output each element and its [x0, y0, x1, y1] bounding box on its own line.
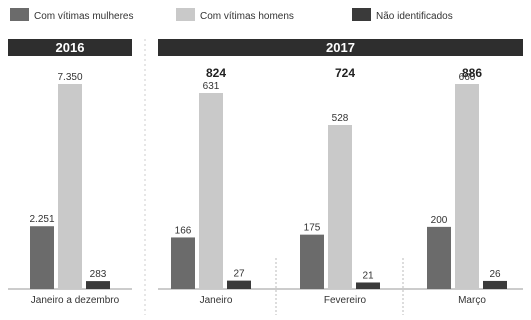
legend-label: Com vítimas homens: [200, 11, 294, 22]
bar: [86, 281, 110, 289]
group-total: 724: [335, 66, 355, 80]
legend-swatch: [176, 8, 195, 21]
bar: [356, 282, 380, 289]
legend-label: Não identificados: [376, 11, 453, 22]
data-label: 7.350: [57, 72, 82, 83]
bar: [199, 93, 223, 290]
legend-swatch: [352, 8, 371, 21]
bar-group: 724 175 528 21 Fevereiro: [300, 66, 380, 306]
chart-panels: 2016 2.251 7.350 283 Janeiro a dezembro 2017 8…: [8, 39, 523, 315]
data-label: 631: [203, 81, 220, 92]
data-label: 166: [175, 225, 192, 236]
bar: [427, 226, 451, 289]
data-label: 528: [332, 113, 349, 124]
bar-group: 886 200 660 26 Março: [427, 66, 507, 306]
bar: [300, 234, 324, 289]
bar: [171, 237, 195, 289]
legend: Com vítimas mulheres Com vítimas homens Nã…: [10, 8, 453, 22]
bar: [483, 280, 507, 289]
data-label: 175: [304, 223, 321, 234]
tick-label: Fevereiro: [324, 295, 367, 306]
group-total: 824: [206, 66, 226, 80]
data-label: 200: [431, 215, 448, 226]
bar: [227, 280, 251, 289]
data-label: 21: [362, 270, 374, 281]
panel-header-label: 2016: [56, 40, 85, 55]
tick-label: Janeiro a dezembro: [31, 295, 120, 306]
bar-group: 2.251 7.350 283 Janeiro a dezembro: [29, 72, 119, 306]
data-label: 26: [489, 269, 501, 280]
bar: [30, 226, 54, 289]
data-label: 283: [90, 269, 107, 280]
data-label: 2.251: [29, 214, 54, 225]
bar: [455, 84, 479, 289]
tick-label: Janeiro: [200, 295, 233, 306]
panel-header-bg: [8, 39, 132, 56]
panel-2016: 2016 2.251 7.350 283 Janeiro a dezembro: [8, 39, 132, 306]
data-label: 27: [233, 269, 245, 280]
panel-header-label: 2017: [326, 40, 355, 55]
panel-header-bg: [158, 39, 523, 56]
legend-swatch: [10, 8, 29, 21]
bar-group: 824 166 631 27 Janeiro: [171, 66, 251, 306]
data-label: 660: [459, 72, 476, 83]
panel-2017: 2017 824 166 631 27 Janeiro 724 175 528 21 Feverei…: [158, 39, 523, 315]
bar: [328, 125, 352, 289]
legend-label: Com vítimas mulheres: [34, 11, 133, 22]
group-total: 886: [462, 66, 482, 80]
tick-label: Março: [458, 295, 486, 306]
bar: [58, 84, 82, 289]
